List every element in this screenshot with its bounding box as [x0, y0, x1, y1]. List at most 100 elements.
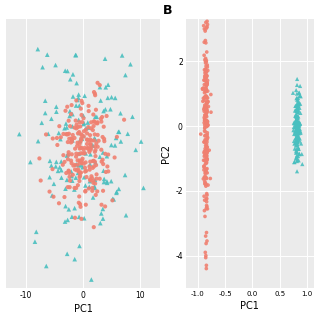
Point	[95, 189, 100, 194]
Point	[204, 50, 209, 55]
Point	[202, 153, 207, 158]
Point	[68, 77, 73, 82]
Point	[81, 113, 86, 118]
Point	[205, 130, 210, 135]
Point	[68, 158, 74, 163]
Point	[44, 263, 49, 268]
Point	[82, 93, 87, 98]
Point	[90, 158, 95, 164]
Point	[101, 108, 106, 114]
Point	[56, 131, 61, 136]
Point	[204, 84, 209, 89]
Point	[100, 216, 106, 221]
Point	[65, 251, 70, 256]
Point	[202, 105, 207, 110]
Point	[295, 140, 300, 145]
X-axis label: PC1: PC1	[74, 304, 92, 314]
Point	[205, 81, 210, 86]
Point	[201, 78, 206, 83]
Point	[47, 189, 52, 194]
Point	[56, 201, 61, 206]
Point	[69, 102, 74, 108]
Point	[76, 131, 81, 136]
Point	[204, 89, 209, 94]
Point	[295, 114, 300, 119]
Point	[204, 118, 209, 123]
Point	[79, 160, 84, 165]
Point	[79, 132, 84, 137]
Point	[296, 129, 301, 134]
Point	[92, 181, 98, 186]
Point	[58, 137, 63, 142]
Point	[63, 186, 68, 191]
Point	[294, 113, 300, 118]
Point	[89, 174, 94, 179]
Point	[295, 122, 300, 127]
Point	[203, 114, 208, 119]
Point	[205, 156, 210, 162]
Point	[203, 146, 208, 151]
Point	[294, 158, 300, 164]
Point	[204, 155, 209, 160]
Point	[85, 137, 90, 142]
Point	[98, 220, 103, 226]
Point	[203, 120, 208, 125]
Point	[203, 153, 208, 158]
Point	[204, 24, 209, 29]
Point	[202, 158, 207, 163]
Point	[65, 132, 70, 137]
Point	[203, 174, 208, 179]
Point	[36, 139, 41, 144]
Point	[202, 140, 207, 145]
Point	[204, 81, 209, 86]
Point	[205, 64, 210, 69]
Point	[99, 119, 104, 124]
Point	[295, 97, 300, 102]
Point	[68, 111, 74, 116]
Point	[295, 115, 300, 120]
Point	[297, 120, 302, 125]
Point	[103, 169, 108, 174]
Point	[202, 165, 207, 170]
Point	[294, 137, 299, 142]
Point	[101, 180, 107, 185]
Point	[28, 159, 33, 164]
Point	[92, 91, 97, 96]
Point	[204, 123, 209, 128]
Point	[201, 150, 206, 155]
Point	[65, 132, 70, 137]
Point	[75, 162, 80, 167]
Point	[203, 253, 208, 258]
Point	[116, 129, 121, 134]
Point	[79, 161, 84, 166]
Point	[204, 106, 209, 111]
Point	[206, 104, 211, 109]
Point	[76, 152, 81, 157]
Point	[204, 230, 209, 235]
Point	[79, 98, 84, 103]
Point	[76, 170, 81, 175]
Point	[294, 147, 299, 152]
Point	[203, 56, 208, 61]
Point	[90, 142, 95, 148]
Point	[204, 152, 209, 157]
Point	[202, 181, 207, 187]
Point	[67, 171, 72, 176]
Point	[92, 185, 97, 190]
Point	[125, 131, 130, 136]
Point	[74, 186, 79, 191]
Point	[294, 155, 299, 160]
Point	[55, 142, 60, 148]
Point	[116, 186, 121, 191]
Point	[72, 257, 77, 262]
Point	[203, 20, 208, 25]
Point	[89, 138, 94, 143]
Point	[57, 124, 62, 129]
Point	[50, 193, 55, 198]
Point	[204, 80, 209, 85]
Point	[104, 179, 109, 184]
Point	[77, 173, 83, 179]
Point	[105, 180, 110, 185]
Point	[205, 22, 210, 27]
Point	[139, 139, 144, 144]
